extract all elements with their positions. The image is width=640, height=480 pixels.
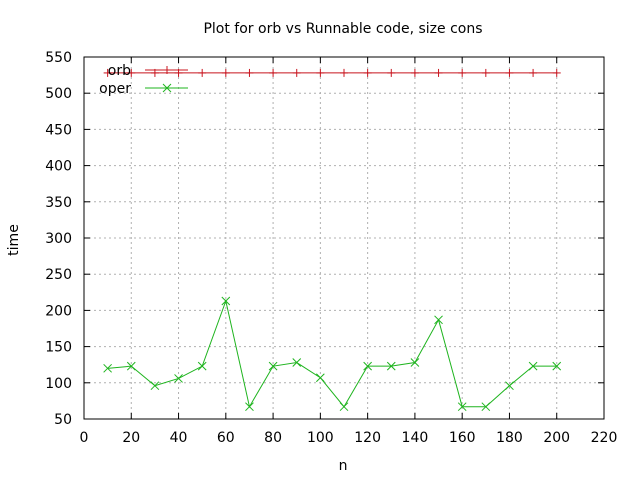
y-tick-label: 350 <box>45 195 72 211</box>
marker-b <box>174 374 183 383</box>
data-point-orb <box>552 68 561 77</box>
marker-b <box>528 361 538 371</box>
data-point-orb <box>221 68 230 77</box>
marker-b <box>126 361 136 371</box>
marker-b <box>363 361 372 371</box>
marker-b <box>292 358 302 367</box>
chart-title: Plot for orb vs Runnable code, size cons <box>203 21 482 37</box>
data-point-orb <box>387 68 396 77</box>
y-tick-label: 450 <box>45 122 72 138</box>
legend-label: orb <box>108 63 131 79</box>
data-point-orb <box>410 68 419 77</box>
data-point-oper <box>528 361 538 371</box>
marker-b <box>221 296 231 306</box>
legend-marker-b <box>162 83 172 93</box>
x-tick-label: 120 <box>354 430 381 446</box>
axis-ticks: 0 20 40 60 80 100 120 140 160 180 200 220 50 100 150 20… <box>45 50 617 446</box>
legend-item-oper: oper <box>99 81 188 97</box>
data-point-oper <box>505 381 514 391</box>
marker-b <box>505 381 514 391</box>
data-point-oper <box>197 361 207 371</box>
series-oper <box>103 296 562 412</box>
data-point-orb <box>292 68 301 77</box>
data-point-oper <box>410 358 420 367</box>
data-point-orb <box>127 68 136 77</box>
data-point-oper <box>457 402 467 412</box>
y-tick-label: 250 <box>45 267 72 283</box>
x-tick-label: 180 <box>496 430 523 446</box>
x-tick-label: 100 <box>307 430 334 446</box>
data-point-oper <box>150 381 160 391</box>
marker-b <box>434 315 443 325</box>
y-tick-label: 400 <box>45 159 72 175</box>
data-point-oper <box>245 402 254 412</box>
data-point-oper <box>126 361 136 371</box>
data-point-orb <box>269 68 278 77</box>
x-tick-label: 140 <box>402 430 429 446</box>
data-point-orb <box>363 68 372 77</box>
x-tick-label: 20 <box>122 430 140 446</box>
data-point-oper <box>386 361 396 371</box>
data-point-oper <box>552 361 562 371</box>
data-point-oper <box>103 363 112 373</box>
data-point-oper <box>268 361 278 371</box>
marker-b <box>481 402 491 412</box>
legend-label: oper <box>99 81 131 97</box>
marker-b <box>268 361 278 371</box>
legend-item-orb: orb <box>108 63 188 79</box>
data-point-orb <box>316 68 325 77</box>
x-tick-label: 160 <box>449 430 476 446</box>
x-axis-label: n <box>339 458 348 474</box>
data-point-orb <box>529 68 538 77</box>
data-point-oper <box>292 358 302 367</box>
marker-b <box>103 363 112 373</box>
data-point-orb <box>198 68 207 77</box>
x-tick-label: 220 <box>591 430 618 446</box>
marker-b <box>339 402 349 412</box>
data-point-oper <box>174 374 183 383</box>
legend: orb oper <box>99 63 188 97</box>
data-point-oper <box>316 373 325 383</box>
data-point-oper <box>481 402 491 412</box>
x-tick-label: 0 <box>80 430 89 446</box>
data-point-oper <box>339 402 349 412</box>
data-point-oper <box>221 296 231 306</box>
marker-b <box>197 361 207 371</box>
marker-b <box>150 381 160 391</box>
y-tick-label: 500 <box>45 86 72 102</box>
series-orb <box>103 68 561 77</box>
data-point-orb <box>458 68 467 77</box>
data-point-orb <box>245 68 254 77</box>
marker-b <box>245 402 254 412</box>
data-point-orb <box>505 68 514 77</box>
series-group <box>103 68 562 412</box>
y-tick-label: 100 <box>45 376 72 392</box>
y-tick-label: 200 <box>45 303 72 319</box>
marker-b <box>316 373 325 383</box>
x-tick-label: 80 <box>264 430 282 446</box>
marker-b <box>552 361 562 371</box>
marker-b <box>410 358 420 367</box>
y-tick-label: 150 <box>45 340 72 356</box>
data-point-oper <box>434 315 443 325</box>
y-tick-label: 550 <box>45 50 72 66</box>
series-line-oper <box>107 299 557 409</box>
x-tick-label: 60 <box>217 430 235 446</box>
data-point-orb <box>340 68 348 77</box>
marker-b <box>457 402 467 412</box>
data-point-orb <box>481 68 490 77</box>
y-tick-label: 300 <box>45 231 72 247</box>
y-axis-label: time <box>6 224 22 256</box>
y-tick-label: 50 <box>54 412 72 428</box>
x-tick-label: 40 <box>170 430 188 446</box>
data-point-orb <box>103 68 112 77</box>
x-tick-label: 200 <box>543 430 570 446</box>
data-point-oper <box>363 361 372 371</box>
marker-b <box>386 361 396 371</box>
grid <box>84 57 604 419</box>
data-point-orb <box>434 68 443 77</box>
